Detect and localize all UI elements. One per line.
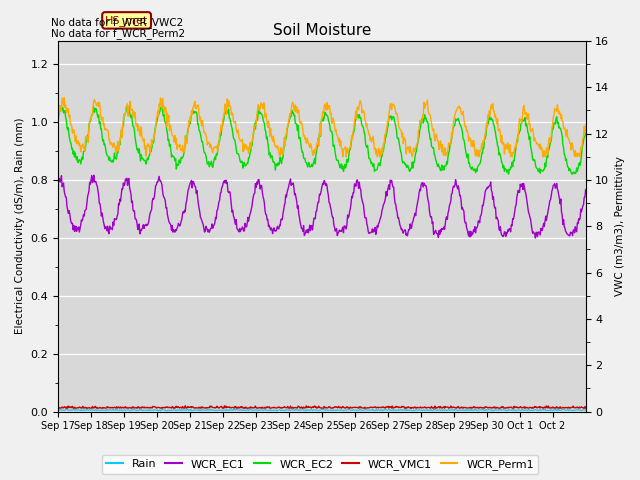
WCR_EC2 — [582, 127, 589, 132]
Line: WCR_EC2: WCR_EC2 — [58, 106, 586, 174]
WCR_Perm1 — [260, 100, 268, 106]
Rain — [240, 408, 248, 413]
Rain — [116, 408, 124, 413]
WCR_Perm1 — [378, 146, 385, 152]
Text: No data for f_WCR_Perm2: No data for f_WCR_Perm2 — [51, 28, 186, 39]
WCR_EC1 — [90, 172, 98, 178]
Y-axis label: VWC (m3/m3), Permittivity: VWC (m3/m3), Permittivity — [615, 156, 625, 296]
WCR_EC1 — [214, 207, 221, 213]
WCR_EC2 — [260, 119, 268, 125]
Y-axis label: Electrical Conductivity (dS/m), Rain (mm): Electrical Conductivity (dS/m), Rain (mm… — [15, 118, 25, 335]
WCR_EC1 — [406, 221, 414, 227]
WCR_Perm1 — [339, 154, 347, 159]
Legend: Rain, WCR_EC1, WCR_EC2, WCR_VMC1, WCR_Perm1: Rain, WCR_EC1, WCR_EC2, WCR_VMC1, WCR_Pe… — [102, 455, 538, 474]
WCR_VMC1 — [181, 403, 189, 408]
WCR_EC2 — [406, 168, 414, 174]
WCR_Perm1 — [54, 117, 62, 123]
WCR_VMC1 — [84, 405, 92, 411]
Rain — [213, 408, 221, 413]
Line: WCR_Perm1: WCR_Perm1 — [58, 98, 586, 156]
WCR_Perm1 — [214, 149, 221, 155]
WCR_VMC1 — [214, 405, 222, 410]
Text: No data for f_WCR_VWC2: No data for f_WCR_VWC2 — [51, 17, 184, 28]
WCR_EC1 — [260, 196, 268, 202]
Text: HS_met: HS_met — [105, 15, 148, 26]
WCR_VMC1 — [378, 404, 385, 410]
WCR_VMC1 — [582, 405, 589, 411]
Rain — [260, 408, 268, 413]
WCR_EC2 — [214, 148, 221, 154]
WCR_EC2 — [377, 159, 385, 165]
Rain — [377, 407, 385, 413]
WCR_EC1 — [240, 228, 248, 234]
WCR_EC2 — [240, 160, 248, 166]
Line: WCR_VMC1: WCR_VMC1 — [58, 406, 586, 408]
WCR_Perm1 — [240, 141, 248, 146]
WCR_EC2 — [116, 133, 124, 139]
WCR_EC1 — [582, 187, 589, 192]
Rain — [582, 407, 589, 413]
WCR_EC2 — [505, 171, 513, 177]
Rain — [222, 408, 230, 413]
WCR_VMC1 — [241, 405, 248, 410]
Line: WCR_EC1: WCR_EC1 — [58, 175, 586, 238]
WCR_EC1 — [532, 235, 540, 241]
WCR_EC1 — [116, 198, 124, 204]
Rain — [54, 407, 62, 413]
WCR_Perm1 — [116, 135, 124, 141]
Title: Soil Moisture: Soil Moisture — [273, 23, 371, 38]
WCR_EC2 — [54, 119, 62, 125]
WCR_EC1 — [54, 182, 62, 188]
WCR_VMC1 — [116, 404, 124, 410]
Line: Rain: Rain — [58, 409, 586, 410]
WCR_Perm1 — [582, 122, 589, 128]
WCR_VMC1 — [260, 405, 268, 411]
WCR_VMC1 — [54, 405, 62, 411]
WCR_Perm1 — [407, 148, 415, 154]
WCR_Perm1 — [60, 95, 68, 101]
Rain — [406, 407, 414, 413]
WCR_EC1 — [377, 215, 385, 221]
WCR_VMC1 — [407, 405, 415, 410]
Rain — [445, 406, 452, 412]
WCR_EC2 — [56, 103, 63, 108]
